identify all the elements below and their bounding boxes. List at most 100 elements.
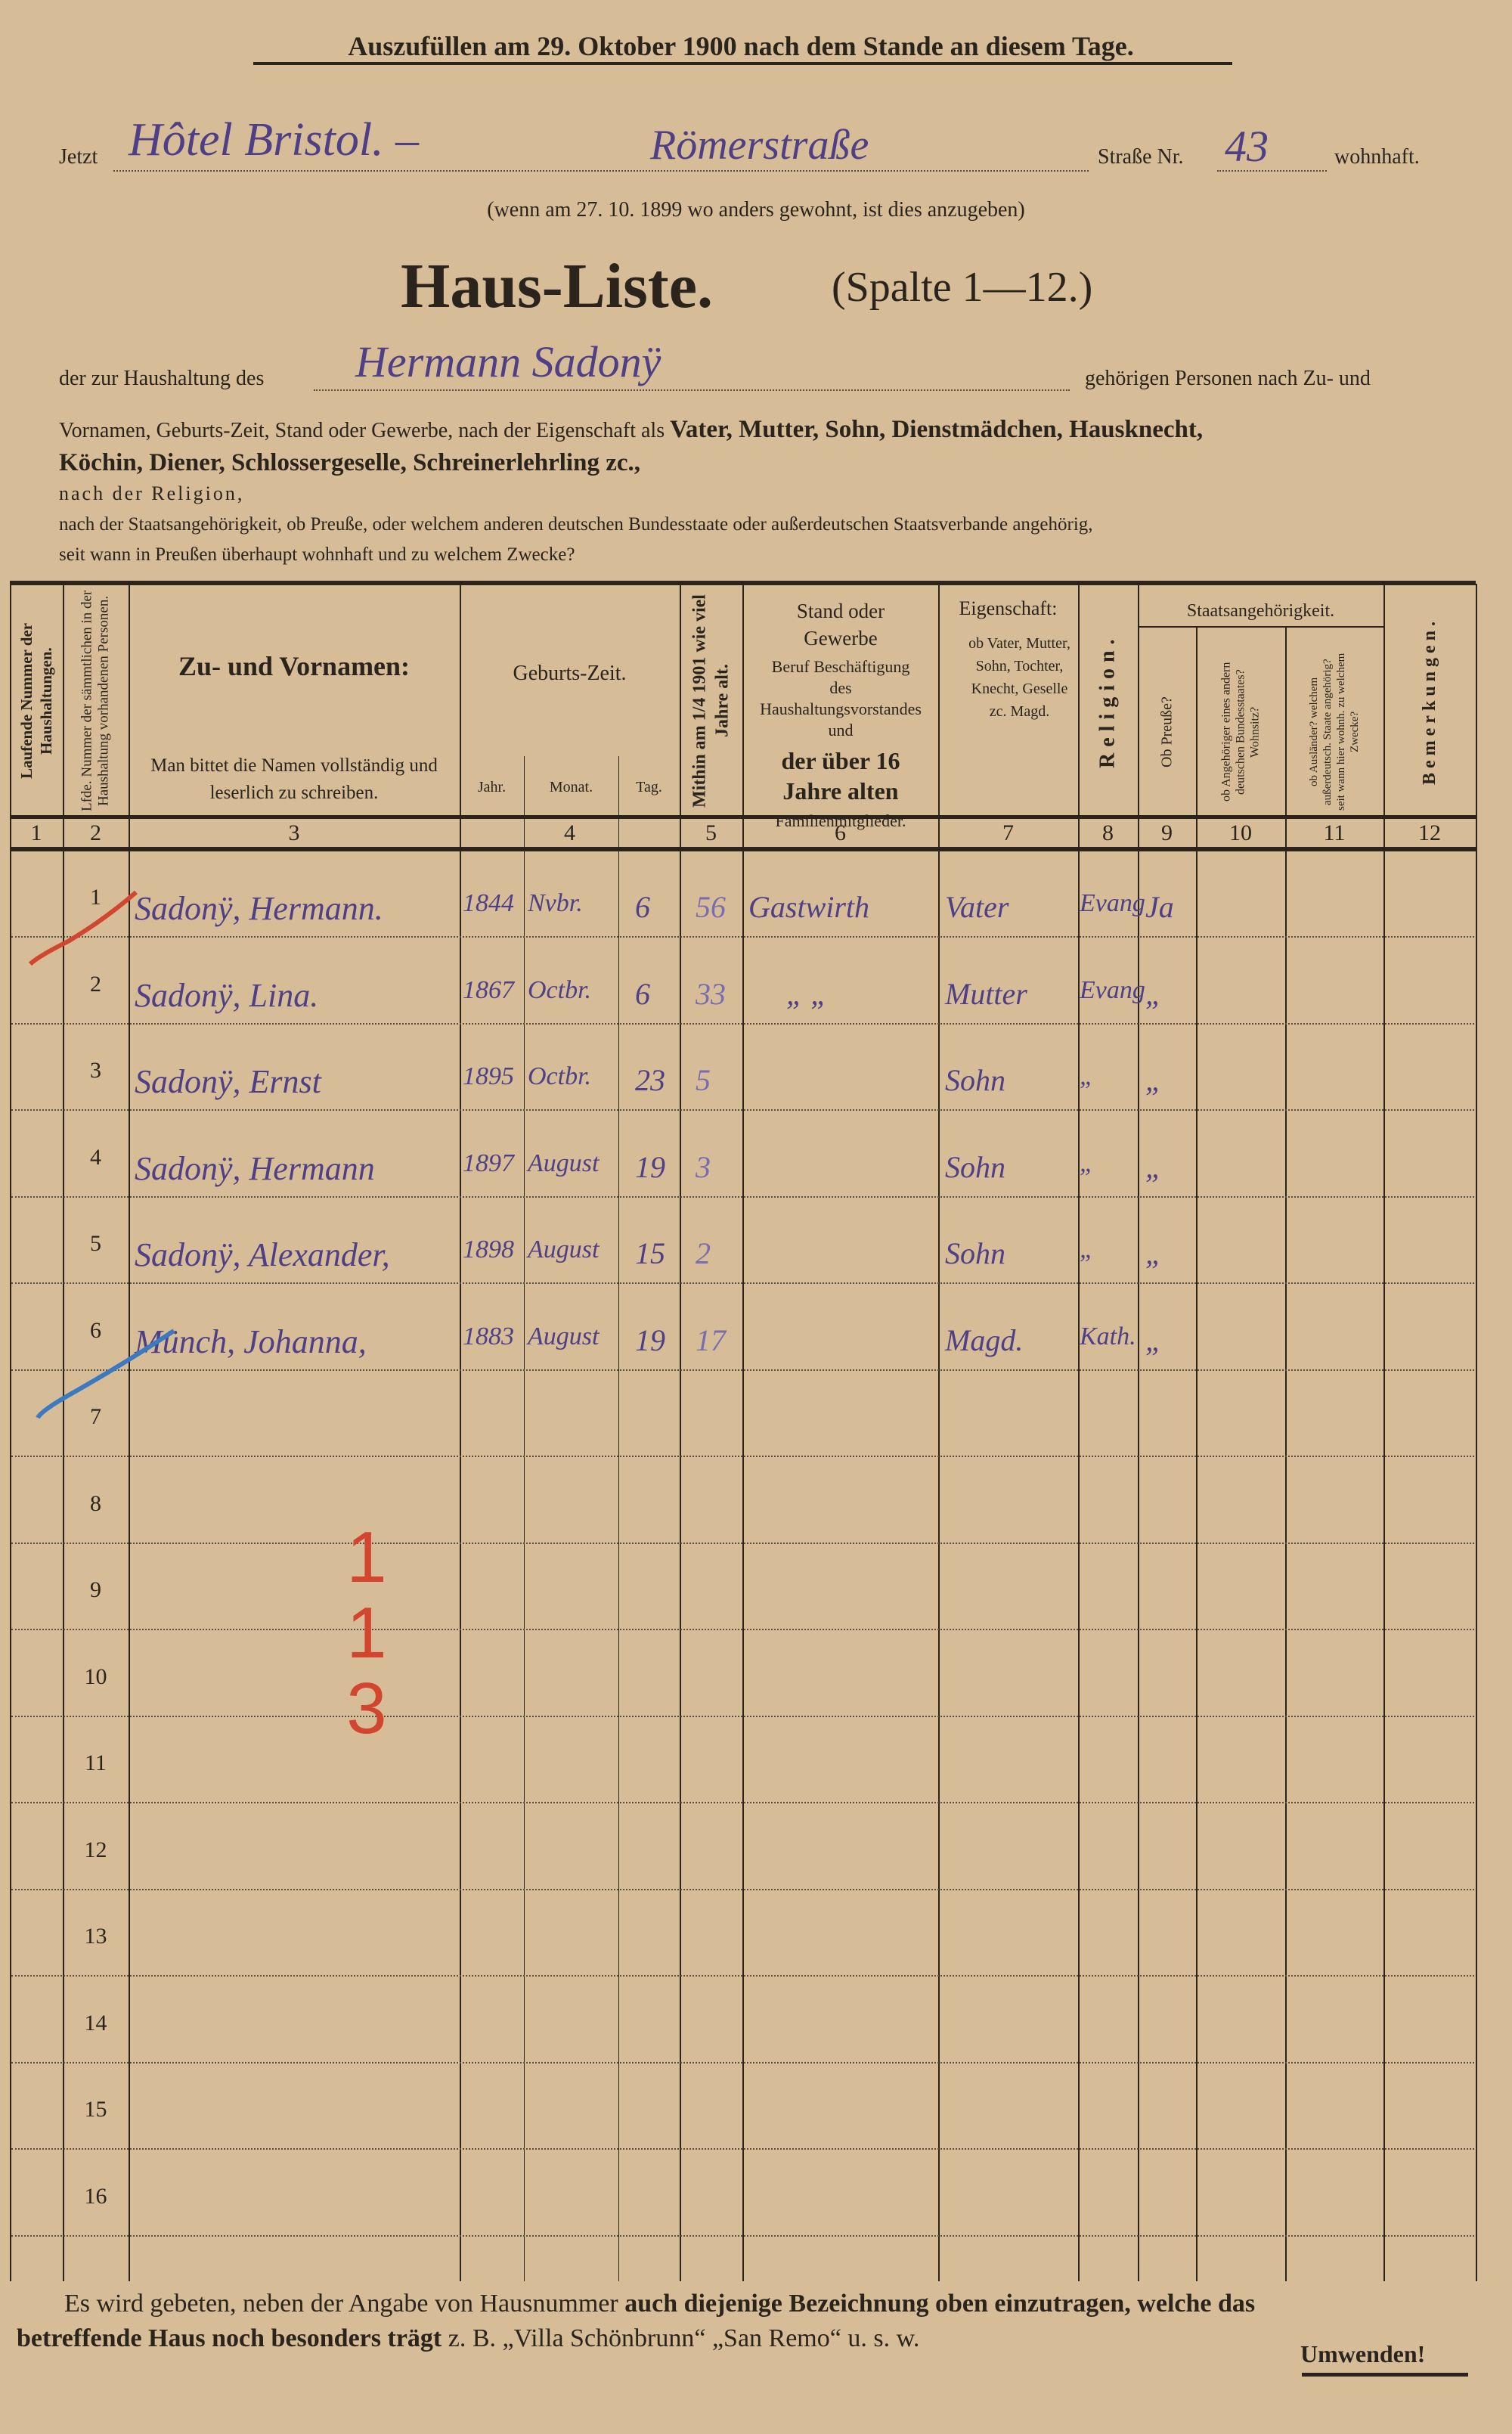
cell-prussian: „: [1145, 1063, 1163, 1097]
footer-note-line2: betreffende Haus noch besonders trägt z.…: [17, 2324, 919, 2353]
row-line: [11, 2234, 1474, 2237]
cell-relation: Mutter: [945, 976, 1027, 1011]
cell-person-name: Sadonÿ, Hermann.: [135, 890, 383, 927]
cell-prussian: „: [1145, 1322, 1163, 1357]
cell-birth-month: Nvbr.: [528, 889, 583, 917]
header-prussian: Ob Preuße?: [1158, 696, 1176, 767]
column-divider: [1285, 628, 1287, 2281]
cell-relation: Sohn: [945, 1149, 1005, 1184]
header-occupation-title: Stand oder Gewerbe: [796, 600, 885, 650]
header-occupation: Stand oder Gewerbe Beruf Beschäftigung d…: [745, 597, 937, 832]
red-check-mark-icon: [28, 890, 138, 966]
cell-birth-year: 1883: [463, 1322, 514, 1350]
cell-occupation: „ „: [786, 976, 828, 1011]
cell-person-name: Sadonÿ, Lina.: [135, 976, 319, 1014]
column-divider: [742, 584, 744, 2281]
header-birth-day: Tag.: [636, 779, 662, 795]
address-suffix: wohnhaft.: [1334, 145, 1420, 169]
row-line: [11, 1888, 1474, 1890]
header-occupation-note: Beruf Beschäftigung des Haushaltungsvors…: [760, 657, 922, 740]
cell-prussian: „: [1145, 1236, 1163, 1270]
cell-occupation: Gastwirth: [748, 890, 870, 924]
column-number: 12: [1418, 820, 1441, 845]
street-label: Straße Nr.: [1098, 145, 1184, 169]
column-number: 2: [90, 820, 101, 845]
header-remarks: Bemerkungen.: [1420, 617, 1439, 785]
house-number: 43: [1225, 122, 1269, 171]
instructions-line2: Köchin, Diener, Schlossergeselle, Schrei…: [59, 449, 640, 476]
column-divider: [1138, 584, 1139, 2281]
household-suffix: gehörigen Personen nach Zu- und: [1085, 367, 1371, 390]
household-head: Hermann Sadonÿ: [355, 337, 662, 386]
cell-birth-day: 19: [635, 1149, 665, 1184]
cell-age: 56: [696, 890, 726, 924]
header-names-note: Man bittet die Namen vollständig und les…: [150, 755, 438, 803]
column-number: 9: [1161, 820, 1173, 845]
cell-birth-day: 6: [635, 976, 650, 1011]
footer-note-bold: auch diejenige Bezeichnung oben einzutra…: [624, 2290, 1256, 2318]
cell-person-name: Sadonÿ, Ernst: [135, 1063, 321, 1100]
header-person-number: Lfde. Nummer der sämmtlichen in der Haus…: [79, 590, 112, 812]
column-number: 6: [835, 820, 846, 845]
previous-address-note: (wenn am 27. 10. 1899 wo anders gewohnt,…: [487, 198, 1025, 222]
row-number: 3: [90, 1058, 101, 1083]
turn-over-underline: [1302, 2373, 1468, 2377]
tally-mark: 3: [346, 1668, 387, 1749]
header-relation-note: ob Vater, Mutter, Sohn, Tochter, Knecht,…: [968, 635, 1070, 720]
row-number: 6: [90, 1317, 101, 1343]
top-notice: Auszufüllen am 29. Oktober 1900 nach dem…: [348, 31, 1134, 61]
turn-over-note: Umwenden!: [1300, 2340, 1426, 2367]
row-line: [11, 936, 1474, 938]
instructions-line1: Vornamen, Geburts-Zeit, Stand oder Gewer…: [59, 416, 1420, 444]
row-line: [11, 1715, 1474, 1717]
cell-birth-month: August: [528, 1236, 600, 1264]
cell-person-name: Sadonÿ, Alexander,: [135, 1236, 390, 1273]
row-number: 11: [85, 1750, 107, 1775]
column-number: 4: [564, 820, 575, 845]
row-number: 9: [90, 1577, 101, 1602]
column-divider: [10, 584, 11, 2281]
cell-religion: Kath.: [1080, 1322, 1136, 1350]
row-line: [11, 1802, 1474, 1803]
header-citizenship-title: Staatsangehörigkeit.: [1186, 601, 1335, 621]
address-line: [113, 170, 1089, 172]
cell-birth-year: 1895: [463, 1062, 514, 1090]
cell-age: 17: [696, 1322, 726, 1357]
row-number: 14: [84, 2010, 107, 2036]
cell-age: 2: [696, 1236, 711, 1270]
footer-note-line1: Es wird gebeten, neben der Angabe von Ha…: [64, 2290, 1478, 2318]
instructions-regular: Vornamen, Geburts-Zeit, Stand oder Gewer…: [59, 419, 665, 442]
cell-prussian: „: [1145, 976, 1163, 1011]
header-occupation-bold: der über 16 Jahre alten: [781, 747, 900, 805]
header-relation-block: Eigenschaft: ob Vater, Mutter, Sohn, Toc…: [938, 597, 1078, 723]
column-divider: [618, 756, 619, 2281]
column-divider: [680, 584, 681, 2281]
cell-birth-day: 23: [635, 1063, 665, 1097]
cell-birth-year: 1844: [463, 889, 514, 917]
cell-person-name: Sadonÿ, Hermann: [135, 1149, 375, 1187]
instructions-line4: nach der Staatsangehörigkeit, ob Preuße,…: [59, 514, 1093, 535]
column-number: 3: [288, 820, 300, 845]
cell-age: 3: [696, 1149, 711, 1184]
cell-birth-year: 1897: [463, 1149, 514, 1177]
row-number: 8: [90, 1490, 101, 1516]
column-number: 11: [1323, 820, 1346, 845]
cell-prussian: Ja: [1145, 890, 1174, 924]
household-line: [314, 389, 1070, 391]
header-household-number: Laufende Nummer der Haushaltungen.: [17, 622, 55, 780]
blue-check-mark-icon: [36, 1329, 175, 1419]
cell-relation: Sohn: [945, 1236, 1005, 1270]
column-number: 10: [1229, 820, 1252, 845]
row-number: 13: [84, 1924, 107, 1949]
row-line: [11, 1195, 1474, 1198]
tally-mark: 1: [346, 1592, 387, 1673]
column-divider: [63, 584, 64, 2281]
instructions-bold: Vater, Mutter, Sohn, Dienstmädchen, Haus…: [670, 416, 1204, 443]
row-number: 10: [84, 1663, 107, 1689]
header-birth-title: Geburts-Zeit.: [513, 662, 627, 685]
row-line: [11, 1629, 1474, 1630]
header-occupation-footer: Familienmitglieder.: [775, 811, 906, 830]
instructions-line3: nach der Religion,: [59, 482, 245, 504]
row-number: 15: [84, 2097, 107, 2122]
cell-relation: Sohn: [945, 1063, 1005, 1097]
